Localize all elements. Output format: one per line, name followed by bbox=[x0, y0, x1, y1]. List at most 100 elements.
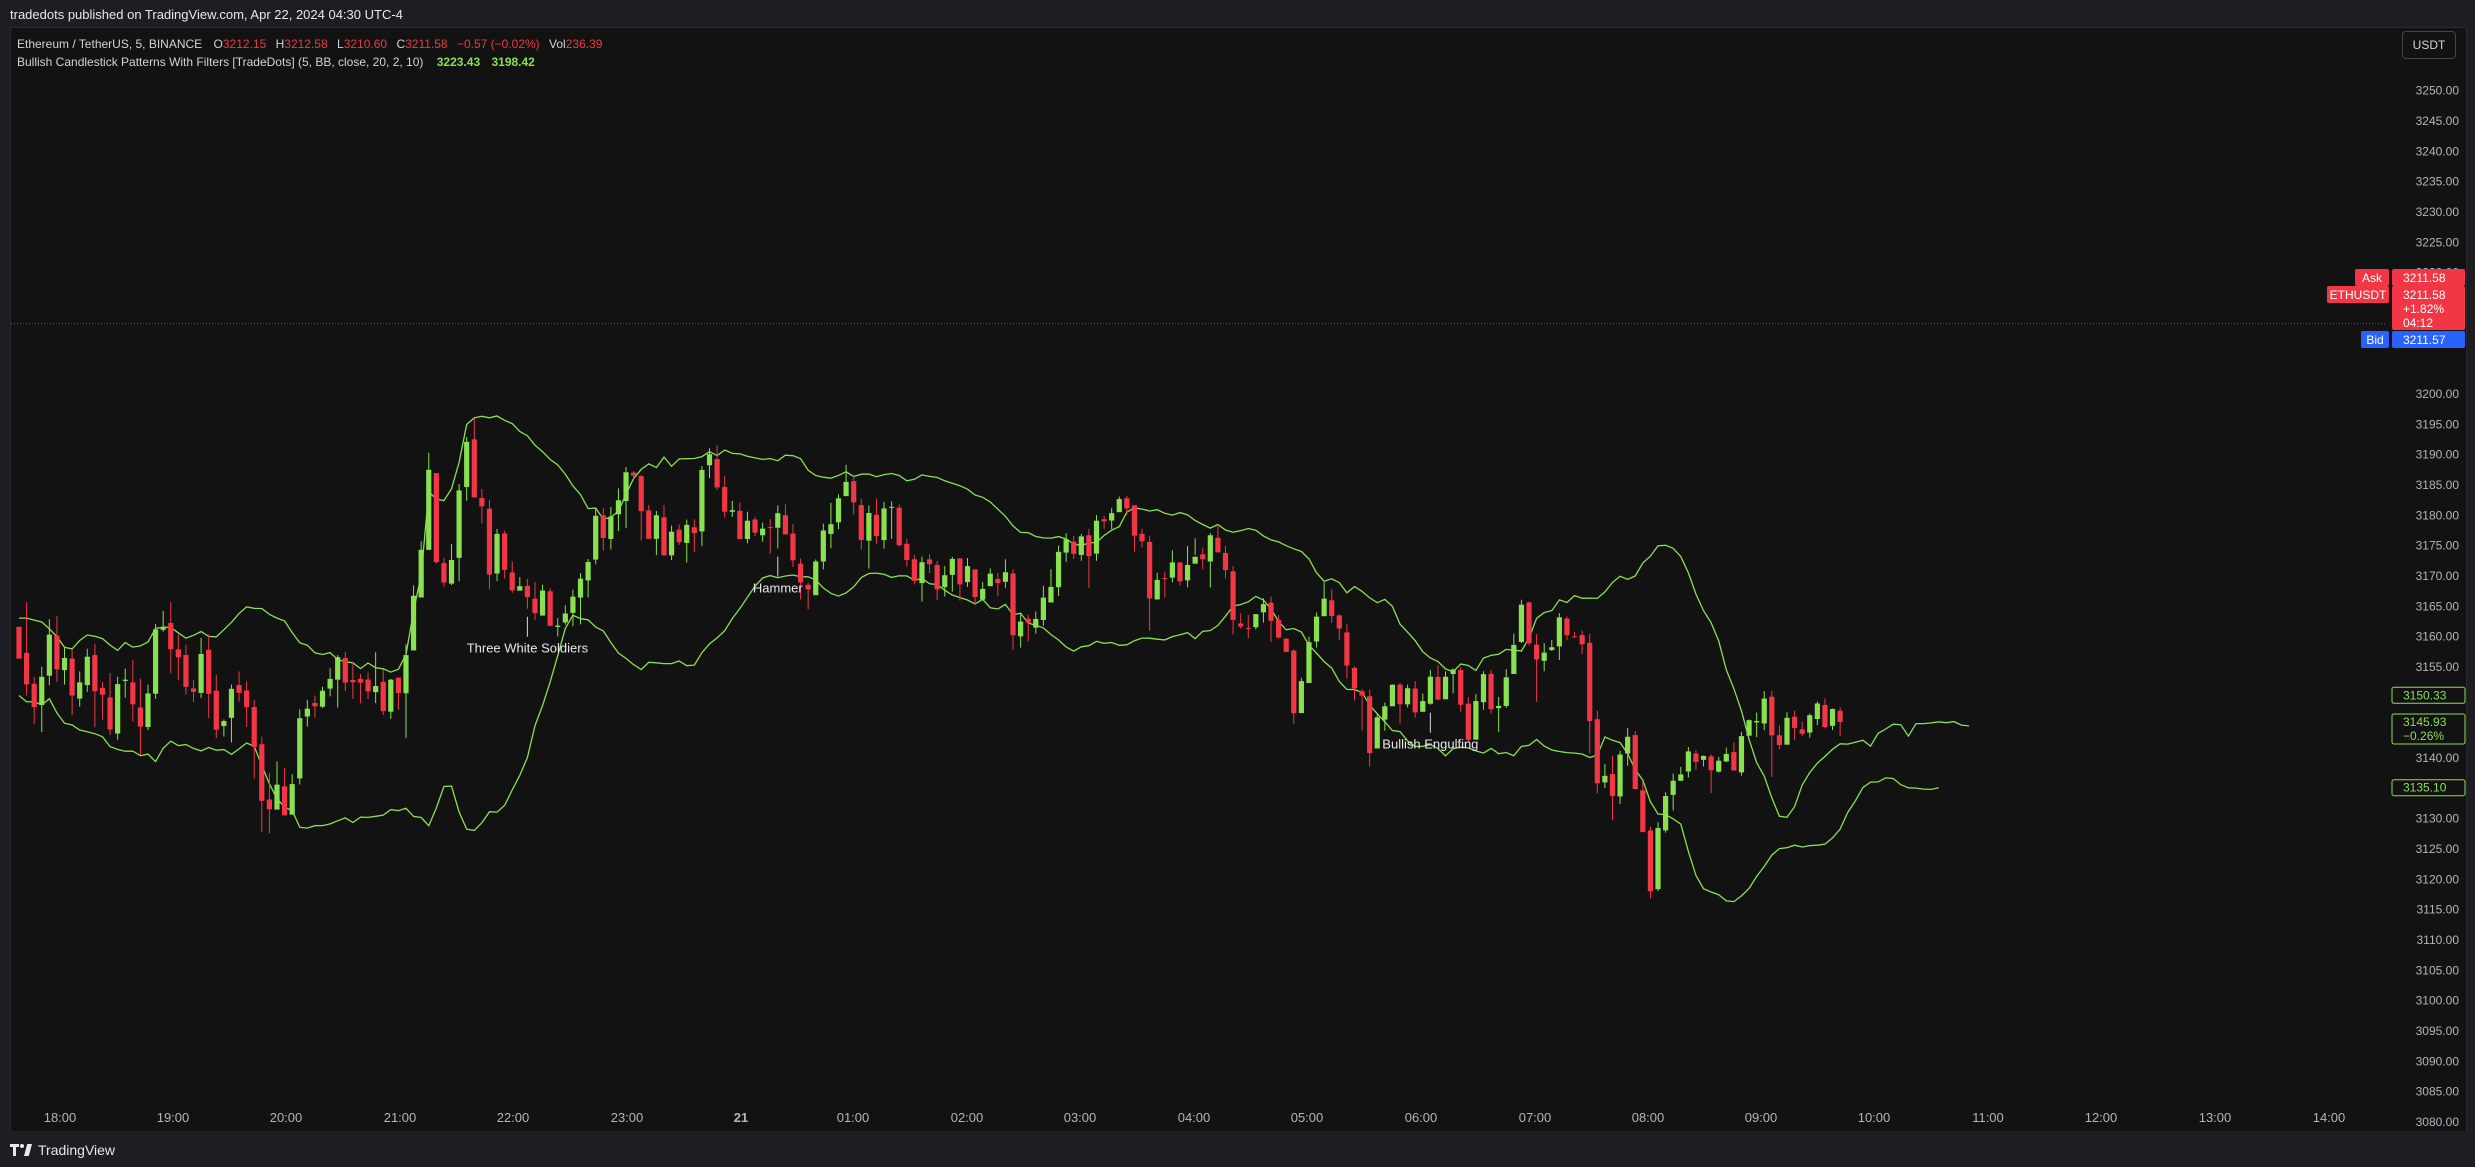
candle bbox=[122, 668, 128, 698]
candle bbox=[866, 505, 872, 569]
candle-body bbox=[1359, 691, 1365, 696]
candle bbox=[1480, 671, 1487, 710]
candle bbox=[1359, 689, 1365, 731]
candle bbox=[593, 507, 599, 565]
candle-body bbox=[426, 469, 432, 550]
candle bbox=[911, 554, 917, 585]
candle-body bbox=[107, 697, 113, 730]
candle bbox=[555, 618, 561, 637]
candle bbox=[16, 626, 22, 659]
last-change-pct: +1.82% bbox=[2403, 302, 2444, 316]
candle bbox=[380, 669, 386, 716]
candle bbox=[1298, 677, 1304, 714]
tradingview-brand[interactable]: TradingView bbox=[10, 1142, 115, 1158]
y-tick-label: 3120.00 bbox=[2416, 872, 2460, 886]
symbol-title[interactable]: Ethereum / TetherUS, 5, BINANCE bbox=[17, 37, 203, 51]
y-tick-label: 3175.00 bbox=[2416, 539, 2460, 553]
candlestick-chart[interactable]: 3080.00 3085.00 3090.00 3095.00 3100.00 3105.… bbox=[11, 28, 2466, 1132]
candle bbox=[896, 504, 902, 547]
candle bbox=[84, 648, 90, 692]
candle bbox=[737, 502, 743, 540]
candle bbox=[1154, 572, 1160, 600]
candle bbox=[350, 661, 356, 699]
candle-body bbox=[509, 572, 515, 591]
candle bbox=[1306, 636, 1312, 683]
candle bbox=[881, 501, 887, 549]
close-label: C bbox=[396, 37, 406, 51]
candles-group bbox=[16, 418, 1843, 899]
candle bbox=[722, 475, 728, 518]
candle-body bbox=[661, 517, 667, 556]
candle-body bbox=[524, 585, 530, 598]
candle-body bbox=[1609, 774, 1616, 796]
x-tick-label: 08:00 bbox=[1632, 1110, 1665, 1125]
candle-body bbox=[1617, 754, 1623, 797]
candle-body bbox=[1215, 537, 1221, 553]
candle-body bbox=[403, 655, 409, 694]
candle-body bbox=[342, 657, 348, 683]
candle bbox=[1192, 538, 1198, 564]
candle bbox=[312, 695, 318, 718]
candle bbox=[99, 682, 106, 720]
candle-body bbox=[570, 596, 576, 613]
candle-body bbox=[1700, 755, 1707, 760]
candle bbox=[297, 709, 303, 785]
candle-body bbox=[1814, 703, 1820, 720]
candle-body bbox=[1738, 736, 1745, 773]
candle-body bbox=[1420, 701, 1426, 712]
x-tick-label: 20:00 bbox=[270, 1110, 303, 1125]
candle-body bbox=[797, 563, 804, 583]
candle bbox=[319, 686, 326, 708]
candle bbox=[1048, 569, 1054, 603]
candle-body bbox=[1200, 554, 1206, 560]
x-tick-label: 11:00 bbox=[1972, 1110, 2004, 1125]
candle-body bbox=[1571, 636, 1578, 638]
candle bbox=[1655, 822, 1661, 892]
candle bbox=[1738, 731, 1745, 776]
candle bbox=[1055, 545, 1062, 596]
currency-button[interactable]: USDT bbox=[2402, 31, 2456, 59]
symbol-label-tag bbox=[2327, 286, 2389, 303]
candle-body bbox=[1298, 681, 1304, 714]
candle bbox=[775, 505, 781, 549]
candle bbox=[1215, 526, 1221, 553]
candle-body bbox=[1685, 751, 1691, 772]
candle bbox=[464, 437, 470, 501]
current-close-tag bbox=[2391, 713, 2466, 745]
chart-legend: Ethereum / TetherUS, 5, BINANCE O3212.15… bbox=[17, 35, 608, 71]
candle bbox=[1784, 712, 1790, 745]
bar-countdown: 04:12 bbox=[2403, 316, 2433, 330]
candle bbox=[1040, 585, 1046, 626]
chart-frame[interactable]: 3080.00 3085.00 3090.00 3095.00 3100.00 3105.… bbox=[10, 27, 2467, 1133]
candle-body bbox=[1093, 520, 1100, 554]
candle-body bbox=[1382, 706, 1388, 720]
candle-body bbox=[1276, 619, 1282, 638]
candle bbox=[570, 589, 576, 627]
candle bbox=[152, 624, 159, 699]
candle-body bbox=[54, 635, 60, 670]
candle-body bbox=[448, 560, 455, 584]
indicator-title[interactable]: Bullish Candlestick Patterns With Filter… bbox=[17, 55, 424, 69]
candle-body bbox=[1807, 715, 1813, 733]
candle-body bbox=[289, 784, 295, 815]
candle bbox=[1002, 559, 1009, 588]
candle bbox=[1442, 671, 1449, 700]
candle-body bbox=[1124, 498, 1130, 509]
candle bbox=[987, 568, 993, 587]
y-tick-label: 3245.00 bbox=[2416, 114, 2460, 128]
candle bbox=[1458, 667, 1464, 712]
candle-body bbox=[228, 688, 235, 718]
candle-body bbox=[828, 524, 834, 534]
candle bbox=[562, 605, 568, 625]
candle-body bbox=[350, 680, 356, 683]
candle bbox=[418, 541, 424, 598]
candle-body bbox=[1329, 600, 1335, 617]
candle bbox=[342, 651, 348, 692]
candle-body bbox=[987, 573, 993, 587]
candle bbox=[760, 522, 766, 542]
candle-body bbox=[122, 679, 128, 681]
candle bbox=[532, 582, 538, 620]
y-tick-label: 3155.00 bbox=[2416, 660, 2460, 674]
candle bbox=[1625, 728, 1631, 766]
candle bbox=[858, 498, 864, 550]
